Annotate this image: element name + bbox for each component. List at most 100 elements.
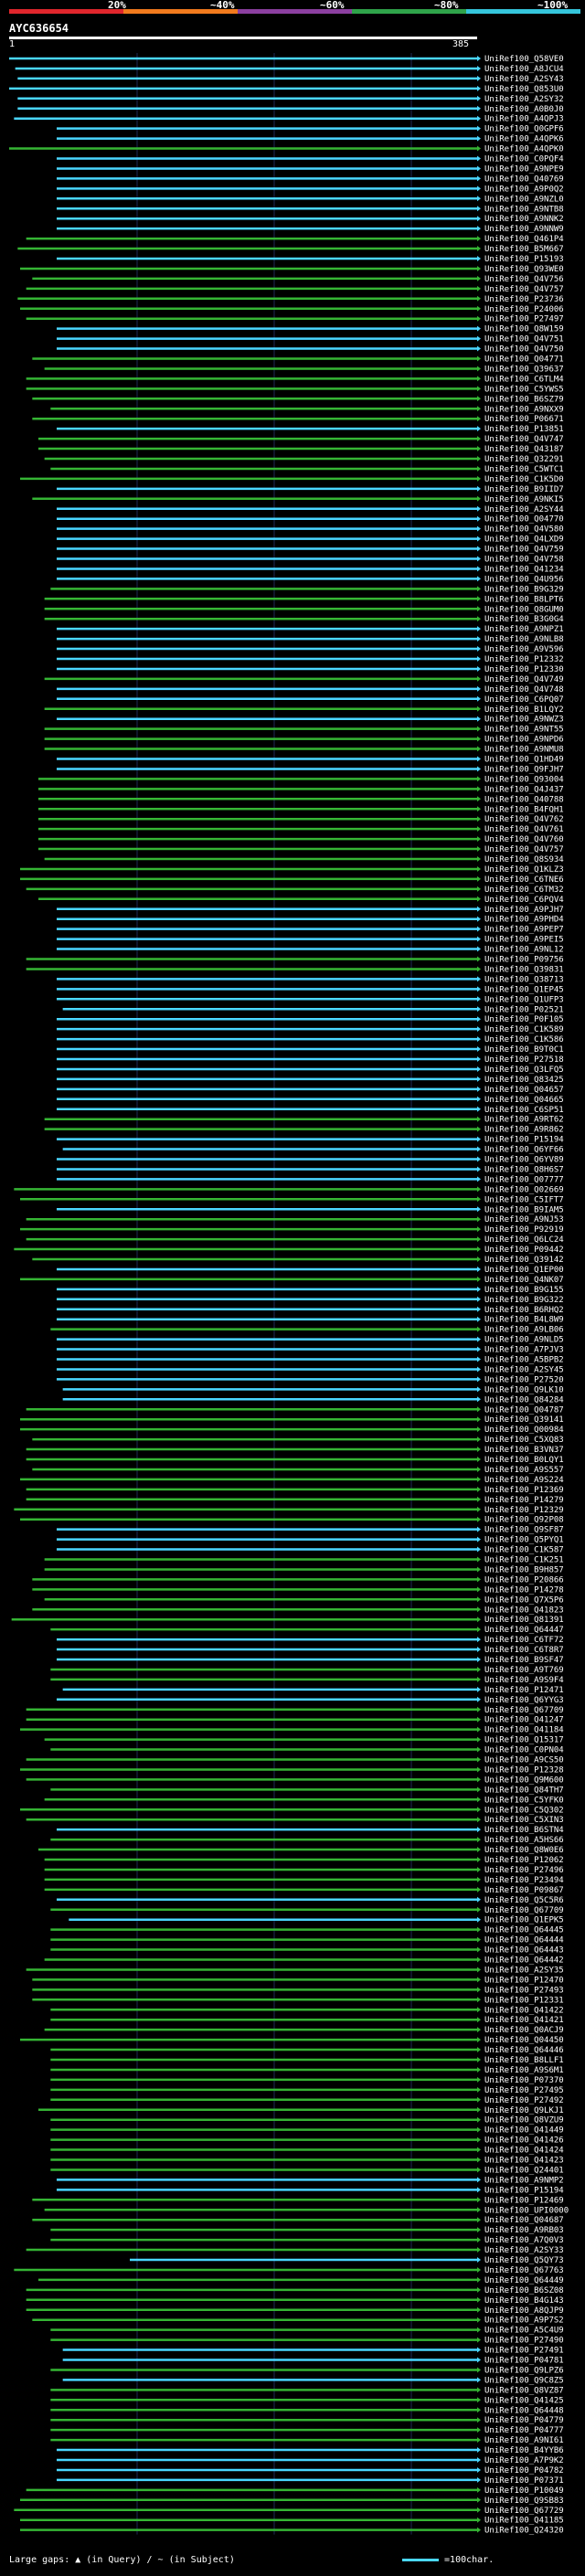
hit-row[interactable]: UniRef100_Q41423 <box>50 2157 564 2166</box>
hit-label[interactable]: UniRef100_A9S557 <box>484 1466 564 1475</box>
hit-row[interactable]: UniRef100_Q4V747 <box>38 435 564 444</box>
hit-row[interactable]: UniRef100_P23736 <box>17 295 564 304</box>
hit-label[interactable]: UniRef100_Q67709 <box>484 1706 564 1715</box>
hit-label[interactable]: UniRef100_Q8H6S7 <box>484 1165 564 1174</box>
hit-row[interactable]: UniRef100_C5Q302 <box>20 1806 564 1815</box>
hit-row[interactable]: UniRef100_Q4V748 <box>57 685 564 694</box>
hit-label[interactable]: UniRef100_P14278 <box>484 1585 564 1595</box>
hit-row[interactable]: UniRef100_B4G143 <box>26 2296 564 2306</box>
hit-row[interactable]: UniRef100_C5IFT7 <box>20 1195 564 1204</box>
hit-row[interactable]: UniRef100_A9PJH7 <box>57 906 564 915</box>
hit-row[interactable]: UniRef100_P15193 <box>57 255 564 264</box>
hit-label[interactable]: UniRef100_Q4V749 <box>484 675 564 684</box>
hit-label[interactable]: UniRef100_Q4V748 <box>484 685 564 694</box>
hit-label[interactable]: UniRef100_Q41449 <box>484 2126 564 2136</box>
hit-row[interactable]: UniRef100_P27492 <box>50 2096 564 2105</box>
hit-row[interactable]: UniRef100_A9NXX9 <box>50 405 564 414</box>
hit-label[interactable]: UniRef100_P07370 <box>484 2076 564 2085</box>
hit-row[interactable]: UniRef100_Q04657 <box>57 1086 564 1095</box>
hit-row[interactable]: UniRef100_P13851 <box>57 425 564 434</box>
hit-label[interactable]: UniRef100_P10049 <box>484 2486 564 2496</box>
hit-row[interactable]: UniRef100_C1K587 <box>57 1546 564 1555</box>
hit-row[interactable]: UniRef100_B8LLF1 <box>50 2056 564 2065</box>
hit-label[interactable]: UniRef100_Q41424 <box>484 2147 564 2156</box>
hit-label[interactable]: UniRef100_C5XQ83 <box>484 1436 564 1445</box>
hit-row[interactable]: UniRef100_A9LB06 <box>50 1326 564 1335</box>
hit-row[interactable]: UniRef100_A9NPE9 <box>57 164 564 174</box>
hit-row[interactable]: UniRef100_C1K589 <box>57 1025 564 1034</box>
hit-label[interactable]: UniRef100_Q92P08 <box>484 1516 564 1525</box>
hit-label[interactable]: UniRef100_Q41423 <box>484 2157 564 2166</box>
hit-row[interactable]: UniRef100_Q41185 <box>20 2517 564 2526</box>
hit-row[interactable]: UniRef100_Q04450 <box>20 2036 564 2045</box>
hit-label[interactable]: UniRef100_P27491 <box>484 2347 564 2356</box>
hit-row[interactable]: UniRef100_A2SY33 <box>26 2246 564 2255</box>
hit-row[interactable]: UniRef100_Q67729 <box>14 2507 564 2516</box>
hit-row[interactable]: UniRef100_Q4NK07 <box>20 1276 564 1285</box>
hit-label[interactable]: UniRef100_P09867 <box>484 1886 564 1895</box>
hit-label[interactable]: UniRef100_Q4NK07 <box>484 1276 564 1285</box>
hit-label[interactable]: UniRef100_C5IFT7 <box>484 1195 564 1204</box>
hit-label[interactable]: UniRef100_Q83425 <box>484 1076 564 1085</box>
hit-row[interactable]: UniRef100_Q40788 <box>38 795 564 804</box>
hit-row[interactable]: UniRef100_A4QPK0 <box>9 145 564 154</box>
hit-label[interactable]: UniRef100_B3G0G4 <box>484 615 564 624</box>
hit-row[interactable]: UniRef100_B6SZ79 <box>32 395 564 404</box>
hit-row[interactable]: UniRef100_A9R862 <box>44 1126 564 1135</box>
hit-row[interactable]: UniRef100_Q6YYG3 <box>57 1696 564 1705</box>
hit-row[interactable]: UniRef100_C5XQ83 <box>32 1436 564 1445</box>
hit-row[interactable]: UniRef100_C6PQ07 <box>57 695 564 705</box>
hit-row[interactable]: UniRef100_Q8W159 <box>57 325 564 334</box>
hit-row[interactable]: UniRef100_A9NWZ3 <box>57 716 564 725</box>
hit-label[interactable]: UniRef100_Q38713 <box>484 975 564 984</box>
hit-row[interactable]: UniRef100_P04781 <box>62 2357 564 2366</box>
hit-row[interactable]: UniRef100_A9PEP7 <box>57 926 564 935</box>
hit-row[interactable]: UniRef100_B4L8W9 <box>57 1316 564 1325</box>
hit-label[interactable]: UniRef100_A9RT62 <box>484 1116 564 1125</box>
hit-row[interactable]: UniRef100_A9T769 <box>50 1666 564 1675</box>
hit-row[interactable]: UniRef100_Q9C8Z5 <box>62 2376 564 2385</box>
hit-label[interactable]: UniRef100_B0LQY1 <box>484 1456 564 1465</box>
hit-row[interactable]: UniRef100_A2SY45 <box>57 1365 564 1374</box>
hit-label[interactable]: UniRef100_B9SF47 <box>484 1656 564 1665</box>
hit-label[interactable]: UniRef100_A9NKI5 <box>484 495 564 504</box>
hit-row[interactable]: UniRef100_Q4V580 <box>57 525 564 535</box>
hit-label[interactable]: UniRef100_Q6YYG3 <box>484 1696 564 1705</box>
hit-row[interactable]: UniRef100_A9NMU8 <box>44 746 564 755</box>
hit-row[interactable]: UniRef100_P27490 <box>50 2337 564 2346</box>
hit-label[interactable]: UniRef100_P12062 <box>484 1856 564 1865</box>
hit-label[interactable]: UniRef100_Q67729 <box>484 2507 564 2516</box>
hit-label[interactable]: UniRef100_Q24320 <box>484 2527 564 2536</box>
hit-row[interactable]: UniRef100_Q41426 <box>50 2136 564 2146</box>
hit-label[interactable]: UniRef100_B6STN4 <box>484 1826 564 1835</box>
hit-label[interactable]: UniRef100_A2SY45 <box>484 1365 564 1374</box>
hit-label[interactable]: UniRef100_Q04665 <box>484 1096 564 1105</box>
hit-label[interactable]: UniRef100_C6PQV4 <box>484 896 564 905</box>
hit-label[interactable]: UniRef100_Q9C8Z5 <box>484 2376 564 2385</box>
hit-label[interactable]: UniRef100_P27497 <box>484 315 564 324</box>
hit-row[interactable]: UniRef100_Q4V762 <box>38 815 564 824</box>
hit-label[interactable]: UniRef100_Q4V760 <box>484 835 564 844</box>
hit-row[interactable]: UniRef100_Q81391 <box>11 1616 564 1625</box>
hit-label[interactable]: UniRef100_A5C4U9 <box>484 2327 564 2336</box>
hit-row[interactable]: UniRef100_P27518 <box>57 1055 564 1065</box>
hit-label[interactable]: UniRef100_B9G322 <box>484 1296 564 1305</box>
hit-row[interactable]: UniRef100_P12470 <box>32 1976 564 1985</box>
hit-row[interactable]: UniRef100_Q1UFP3 <box>57 995 564 1004</box>
hit-label[interactable]: UniRef100_Q02669 <box>484 1185 564 1194</box>
hit-label[interactable]: UniRef100_Q0ACJ9 <box>484 2026 564 2035</box>
hit-row[interactable]: UniRef100_A9NJ53 <box>26 1215 564 1224</box>
hit-row[interactable]: UniRef100_Q4V759 <box>57 546 564 555</box>
hit-row[interactable]: UniRef100_B9SF47 <box>57 1656 564 1665</box>
hit-row[interactable]: UniRef100_P12328 <box>20 1765 564 1775</box>
hit-row[interactable]: UniRef100_A8QJP9 <box>26 2306 564 2316</box>
hit-label[interactable]: UniRef100_B9IID7 <box>484 485 564 494</box>
hit-label[interactable]: UniRef100_A4QPK6 <box>484 135 564 144</box>
hit-row[interactable]: UniRef100_Q04770 <box>57 515 564 525</box>
hit-row[interactable]: UniRef100_Q6LC24 <box>26 1235 564 1245</box>
hit-row[interactable]: UniRef100_Q9SF87 <box>57 1526 564 1535</box>
hit-label[interactable]: UniRef100_P92919 <box>484 1225 564 1235</box>
hit-label[interactable]: UniRef100_A9CS50 <box>484 1756 564 1765</box>
hit-label[interactable]: UniRef100_P12471 <box>484 1686 564 1695</box>
hit-label[interactable]: UniRef100_A5BPB2 <box>484 1356 564 1365</box>
